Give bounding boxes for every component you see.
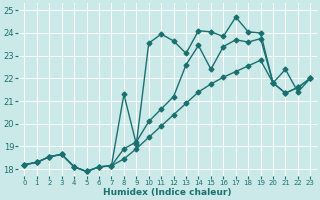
X-axis label: Humidex (Indice chaleur): Humidex (Indice chaleur) <box>103 188 232 197</box>
